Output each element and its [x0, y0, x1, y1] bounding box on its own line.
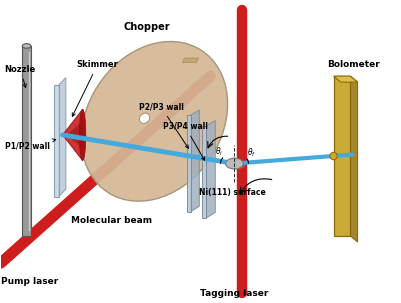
FancyBboxPatch shape [186, 115, 190, 212]
Polygon shape [207, 120, 215, 218]
Ellipse shape [330, 152, 337, 160]
Text: Molecular beam: Molecular beam [71, 216, 152, 225]
Polygon shape [182, 58, 198, 62]
Polygon shape [190, 110, 199, 212]
FancyBboxPatch shape [54, 85, 59, 197]
Text: P2/P3 wall: P2/P3 wall [139, 102, 188, 148]
Polygon shape [59, 78, 66, 197]
Polygon shape [350, 76, 358, 242]
FancyBboxPatch shape [334, 76, 350, 236]
Text: Chopper: Chopper [123, 22, 170, 32]
Text: $\theta_f$: $\theta_f$ [247, 147, 256, 159]
FancyBboxPatch shape [203, 126, 207, 218]
Text: Ni(111) surface: Ni(111) surface [198, 188, 265, 197]
Polygon shape [67, 121, 83, 148]
Polygon shape [334, 76, 358, 82]
Text: Tagging laser: Tagging laser [200, 289, 269, 298]
Text: Nozzle: Nozzle [5, 65, 36, 88]
Ellipse shape [79, 109, 86, 161]
Text: Pump laser: Pump laser [1, 277, 58, 286]
Ellipse shape [22, 44, 31, 48]
Ellipse shape [140, 113, 150, 124]
FancyBboxPatch shape [22, 46, 31, 236]
Text: $\theta_i$: $\theta_i$ [215, 146, 223, 158]
Ellipse shape [81, 42, 228, 201]
Ellipse shape [226, 161, 245, 169]
Text: Skimmer: Skimmer [72, 60, 119, 116]
Text: P1/P2 wall: P1/P2 wall [5, 139, 56, 151]
Text: P3/P4 wall: P3/P4 wall [162, 122, 207, 160]
Text: Bolometer: Bolometer [328, 61, 380, 69]
Ellipse shape [226, 158, 243, 169]
Polygon shape [63, 109, 83, 161]
